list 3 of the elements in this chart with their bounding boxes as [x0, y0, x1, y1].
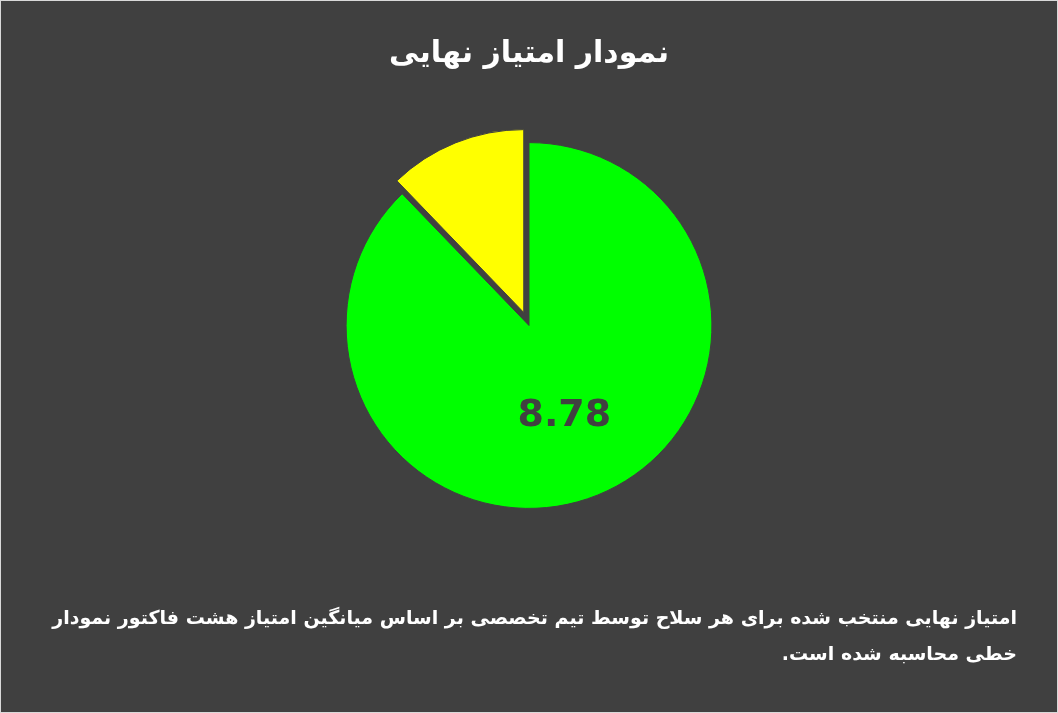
chart-title: نمودار امتیاز نهایی [389, 33, 669, 69]
text: امتیاز نهایی منتخب شده برای هر سلاح توسط تیم تخصصی بر اساس میانگین امتیاز هشت فاکتور نمودار خطی محاسبه شده است. [50, 605, 1017, 666]
data-label: 8.78 [517, 391, 612, 436]
